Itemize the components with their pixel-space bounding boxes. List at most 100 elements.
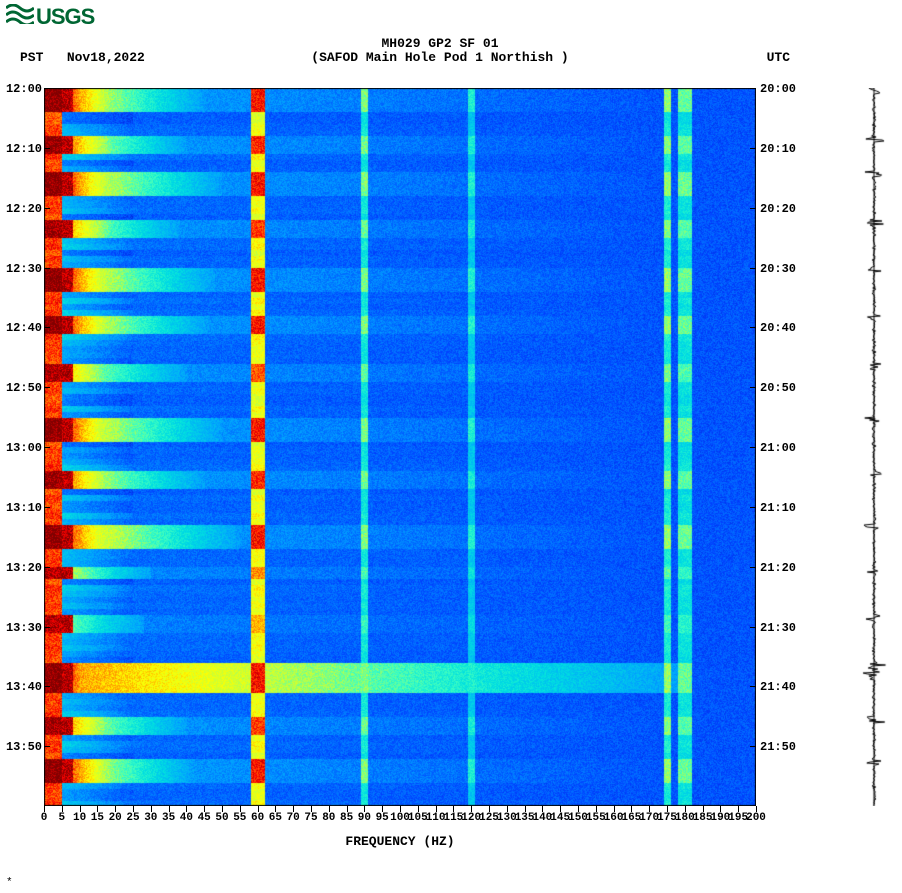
y-tick-mark	[44, 686, 50, 687]
x-tick-mark	[382, 806, 383, 812]
y-tick-mark	[44, 627, 50, 628]
x-tick-mark	[364, 806, 365, 812]
x-tick-mark	[720, 806, 721, 812]
y-tick-right: 21:20	[760, 561, 804, 575]
x-tick-mark	[222, 806, 223, 812]
x-tick-mark	[186, 806, 187, 812]
tz-right: UTC	[767, 50, 790, 65]
tz-left: PST	[20, 50, 43, 65]
x-tick-mark	[115, 806, 116, 812]
y-tick-left: 12:50	[4, 381, 42, 395]
y-tick-right: 21:10	[760, 501, 804, 515]
x-tick-mark	[667, 806, 668, 812]
y-tick-mark	[44, 746, 50, 747]
x-tick-mark	[649, 806, 650, 812]
usgs-logo-text: USGS	[36, 4, 94, 30]
x-tick-mark	[329, 806, 330, 812]
y-tick-mark	[750, 208, 756, 209]
x-tick-mark	[44, 806, 45, 812]
x-tick: 20	[109, 812, 122, 824]
y-tick-right: 20:30	[760, 262, 804, 276]
x-tick: 85	[340, 812, 353, 824]
y-tick-right: 20:40	[760, 321, 804, 335]
x-tick: 15	[91, 812, 104, 824]
y-tick-left: 12:40	[4, 321, 42, 335]
x-tick: 95	[376, 812, 389, 824]
y-tick-mark	[750, 88, 756, 89]
x-tick: 30	[144, 812, 157, 824]
x-tick-mark	[525, 806, 526, 812]
y-tick-left: 12:10	[4, 142, 42, 156]
y-tick-right: 20:50	[760, 381, 804, 395]
x-tick-mark	[204, 806, 205, 812]
x-axis-label: FREQUENCY (HZ)	[44, 834, 756, 849]
y-tick-left: 13:50	[4, 740, 42, 754]
spectrogram-plot	[44, 88, 756, 806]
x-tick: 5	[58, 812, 65, 824]
x-tick-mark	[240, 806, 241, 812]
x-tick-mark	[133, 806, 134, 812]
chart-title: MH029 GP2 SF 01	[0, 36, 880, 51]
x-tick: 45	[198, 812, 211, 824]
y-tick-mark	[750, 507, 756, 508]
x-tick-mark	[756, 806, 757, 812]
x-tick-mark	[489, 806, 490, 812]
y-tick-mark	[750, 268, 756, 269]
y-tick-mark	[750, 148, 756, 149]
header-left: PST Nov18,2022	[20, 50, 145, 65]
x-tick-mark	[418, 806, 419, 812]
x-tick-mark	[258, 806, 259, 812]
x-tick-mark	[347, 806, 348, 812]
y-tick-mark	[44, 447, 50, 448]
x-tick: 35	[162, 812, 175, 824]
x-tick-mark	[631, 806, 632, 812]
y-tick-mark	[44, 387, 50, 388]
x-tick-mark	[596, 806, 597, 812]
y-tick-mark	[750, 746, 756, 747]
x-tick-mark	[151, 806, 152, 812]
x-tick: 80	[322, 812, 335, 824]
y-tick-mark	[44, 567, 50, 568]
x-tick-mark	[614, 806, 615, 812]
footer-mark: *	[6, 877, 13, 889]
y-tick-mark	[750, 627, 756, 628]
x-tick: 90	[358, 812, 371, 824]
x-tick: 50	[215, 812, 228, 824]
y-tick-mark	[44, 208, 50, 209]
y-tick-mark	[44, 148, 50, 149]
y-tick-mark	[750, 387, 756, 388]
y-tick-mark	[44, 268, 50, 269]
x-tick: 25	[126, 812, 139, 824]
y-tick-right: 21:30	[760, 621, 804, 635]
x-tick-mark	[738, 806, 739, 812]
x-tick: 200	[746, 812, 766, 824]
x-tick-mark	[703, 806, 704, 812]
y-tick-right: 20:10	[760, 142, 804, 156]
x-tick-mark	[542, 806, 543, 812]
y-tick-left: 13:40	[4, 680, 42, 694]
y-tick-right: 20:00	[760, 82, 804, 96]
y-tick-left: 12:20	[4, 202, 42, 216]
y-tick-left: 12:30	[4, 262, 42, 276]
header-date: Nov18,2022	[67, 50, 145, 65]
x-tick-mark	[311, 806, 312, 812]
x-tick-mark	[436, 806, 437, 812]
y-tick-right: 21:40	[760, 680, 804, 694]
y-tick-mark	[44, 507, 50, 508]
x-tick-mark	[471, 806, 472, 812]
y-tick-mark	[750, 447, 756, 448]
x-tick-mark	[453, 806, 454, 812]
y-tick-mark	[750, 567, 756, 568]
x-tick: 65	[269, 812, 282, 824]
y-tick-right: 21:00	[760, 441, 804, 455]
y-tick-left: 13:20	[4, 561, 42, 575]
x-tick-mark	[685, 806, 686, 812]
x-tick-mark	[275, 806, 276, 812]
y-tick-mark	[750, 686, 756, 687]
y-tick-right: 21:50	[760, 740, 804, 754]
x-tick-mark	[97, 806, 98, 812]
amplitude-trace	[860, 88, 888, 806]
x-tick-mark	[560, 806, 561, 812]
y-tick-mark	[750, 327, 756, 328]
y-tick-left: 12:00	[4, 82, 42, 96]
